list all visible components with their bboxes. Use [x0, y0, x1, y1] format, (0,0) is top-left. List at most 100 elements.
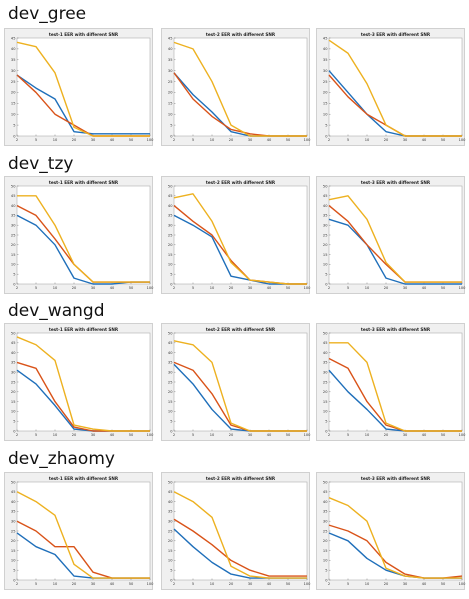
chart-panel-3-1: test-2 EER with different SNR 0 5 10 15 20 25 3…	[161, 472, 311, 590]
x-tick-label: 2	[16, 433, 18, 437]
x-tick-label: 40	[110, 138, 115, 142]
series-line-yellow	[16, 41, 150, 137]
y-tick-label: 35	[323, 361, 328, 365]
x-tick-label: 100	[304, 433, 311, 437]
y-tick-label: 35	[11, 361, 16, 365]
series-line-blue	[16, 74, 150, 135]
x-tick-label: 50	[129, 286, 134, 290]
y-tick-label: 10	[323, 113, 328, 117]
y-tick-label: 40	[168, 204, 173, 208]
x-tick-label: 20	[72, 138, 77, 142]
x-tick-label: 20	[229, 286, 234, 290]
y-tick-label: 40	[323, 47, 328, 51]
y-tick-label: 30	[168, 224, 173, 228]
y-tick-label: 50	[323, 184, 328, 188]
y-tick-label: 10	[11, 410, 16, 414]
chart-title: test-2 EER with different SNR	[206, 32, 276, 37]
line-chart: test-1 EER with different SNR05101520253…	[11, 327, 154, 437]
y-tick-label: 0	[325, 134, 328, 138]
chart-title: test-1 EER with different SNR	[49, 180, 119, 185]
x-tick-label: 30	[403, 286, 408, 290]
y-tick-label: 45	[168, 490, 173, 494]
y-tick-label: 45	[168, 194, 173, 198]
y-tick-label: 25	[323, 380, 328, 384]
x-tick-label: 100	[147, 582, 154, 586]
x-tick-label: 30	[248, 138, 253, 142]
y-tick-label: 30	[168, 371, 173, 375]
y-tick-label: 35	[323, 214, 328, 218]
chart-title: test-1 EER with different SNR	[49, 32, 119, 37]
x-tick-label: 5	[35, 433, 37, 437]
series-line-yellow	[173, 491, 307, 579]
series-line-blue	[328, 218, 462, 285]
x-tick-label: 2	[173, 138, 175, 142]
y-tick-label: 5	[170, 273, 172, 277]
y-tick-label: 45	[11, 490, 16, 494]
y-tick-label: 20	[11, 91, 16, 95]
y-tick-label: 35	[168, 58, 173, 62]
y-tick-label: 5	[325, 123, 327, 127]
row-title-2: dev_wangd	[8, 301, 105, 321]
x-tick-label: 5	[347, 582, 349, 586]
chart-title: test-3 EER with different SNR	[361, 32, 431, 37]
x-tick-label: 2	[328, 138, 330, 142]
y-tick-label: 25	[11, 380, 16, 384]
x-tick-label: 2	[328, 582, 330, 586]
x-tick-label: 50	[286, 138, 291, 142]
x-tick-label: 10	[365, 138, 370, 142]
y-tick-label: 15	[11, 549, 16, 553]
y-tick-label: 15	[323, 400, 328, 404]
y-tick-label: 50	[11, 184, 16, 188]
x-tick-label: 2	[328, 433, 330, 437]
y-tick-label: 10	[323, 263, 328, 267]
y-tick-label: 25	[168, 380, 173, 384]
x-tick-label: 50	[129, 433, 134, 437]
chart-panel-1-1: test-2 EER with different SNR 0 5 10 15 20 25 3…	[161, 176, 311, 294]
plot-area	[173, 37, 308, 137]
x-tick-label: 2	[173, 582, 175, 586]
x-tick-label: 5	[347, 286, 349, 290]
x-tick-label: 40	[422, 433, 427, 437]
y-tick-label: 45	[168, 36, 173, 40]
y-tick-label: 0	[325, 429, 328, 433]
x-tick-label: 40	[110, 582, 115, 586]
x-tick-label: 20	[229, 138, 234, 142]
x-tick-label: 20	[384, 138, 389, 142]
x-tick-label: 100	[304, 582, 311, 586]
y-tick-label: 50	[323, 331, 328, 335]
y-tick-label: 40	[323, 351, 328, 355]
plot-area	[16, 481, 151, 581]
y-tick-label: 40	[11, 47, 16, 51]
chart-panel-3-0: test-1 EER with different SNR 0 5 10 15 20 25 3…	[4, 472, 154, 590]
row-title-3: dev_zhaomy	[8, 449, 115, 469]
series-line-yellow	[329, 342, 462, 432]
x-tick-label: 100	[459, 138, 466, 142]
y-tick-label: 20	[11, 539, 16, 543]
x-tick-label: 50	[129, 138, 134, 142]
chart-title: test-1 EER with different SNR	[49, 327, 119, 332]
y-tick-label: 15	[168, 400, 173, 404]
y-tick-label: 30	[11, 371, 16, 375]
series-line-orange	[173, 518, 307, 577]
line-chart: test-2 EER with different SNR05101520253…	[168, 32, 311, 142]
y-tick-label: 25	[323, 529, 328, 533]
y-tick-label: 15	[168, 102, 173, 106]
x-tick-label: 2	[16, 138, 18, 142]
x-tick-label: 100	[147, 433, 154, 437]
x-tick-label: 20	[72, 433, 77, 437]
x-tick-label: 30	[248, 433, 253, 437]
x-tick-label: 100	[459, 433, 466, 437]
x-tick-label: 30	[91, 286, 96, 290]
y-tick-label: 5	[13, 420, 15, 424]
y-tick-label: 40	[323, 500, 328, 504]
plot-area	[328, 332, 463, 432]
y-tick-label: 10	[168, 263, 173, 267]
y-tick-label: 15	[323, 549, 328, 553]
chart-title: test-3 EER with different SNR	[361, 180, 431, 185]
y-tick-label: 5	[13, 273, 15, 277]
chart-panel-2-0: test-1 EER with different SNR 0 5 10 15 20 25 3…	[4, 323, 154, 441]
x-tick-label: 5	[35, 582, 37, 586]
y-tick-label: 40	[168, 500, 173, 504]
y-tick-label: 30	[168, 69, 173, 73]
